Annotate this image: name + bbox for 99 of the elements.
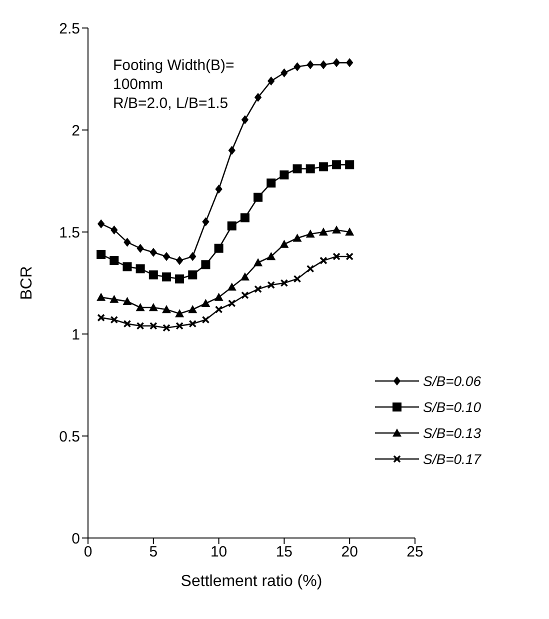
point bbox=[110, 225, 118, 234]
point bbox=[266, 252, 276, 260]
point bbox=[280, 240, 289, 248]
point bbox=[241, 115, 249, 124]
point bbox=[280, 279, 288, 287]
point bbox=[293, 275, 302, 283]
point bbox=[123, 320, 132, 328]
point bbox=[124, 238, 131, 247]
point bbox=[175, 274, 184, 284]
legend-label: S/B=0.10 bbox=[423, 399, 481, 415]
point bbox=[240, 213, 250, 222]
point bbox=[122, 296, 132, 305]
point bbox=[162, 272, 171, 282]
point bbox=[227, 221, 236, 230]
point bbox=[306, 230, 315, 238]
point bbox=[188, 320, 197, 328]
x-tick-label: 5 bbox=[149, 544, 158, 561]
legend-label: S/B=0.06 bbox=[423, 373, 481, 389]
annotation: Footing Width(B)= 100mm R/B=2.0, L/B=1.5 bbox=[113, 56, 234, 113]
point bbox=[162, 324, 170, 332]
point bbox=[150, 322, 158, 330]
point bbox=[188, 270, 198, 280]
point bbox=[175, 309, 184, 318]
y-tick-label: 2.5 bbox=[59, 20, 80, 38]
point bbox=[266, 178, 276, 188]
y-tick-label: 2 bbox=[72, 122, 80, 140]
point bbox=[280, 170, 289, 180]
point bbox=[345, 160, 354, 170]
point bbox=[148, 302, 158, 312]
point bbox=[280, 68, 288, 78]
point bbox=[240, 272, 250, 280]
point bbox=[318, 228, 328, 236]
legend-label: S/B=0.17 bbox=[423, 451, 481, 467]
point bbox=[345, 228, 354, 236]
point bbox=[346, 252, 354, 260]
point bbox=[332, 252, 340, 260]
point bbox=[294, 62, 301, 72]
point bbox=[254, 192, 263, 202]
point bbox=[136, 244, 144, 253]
point bbox=[332, 160, 342, 170]
point bbox=[254, 92, 262, 102]
point bbox=[162, 252, 170, 261]
x-axis-title: Settlement ratio (%) bbox=[180, 573, 322, 590]
point bbox=[150, 248, 157, 257]
point bbox=[215, 184, 222, 194]
point bbox=[268, 76, 275, 86]
point bbox=[254, 258, 263, 266]
legend-label: S/B=0.13 bbox=[423, 425, 481, 441]
point bbox=[202, 217, 210, 226]
point bbox=[292, 234, 302, 242]
point bbox=[136, 264, 145, 274]
point bbox=[306, 264, 314, 273]
point bbox=[202, 316, 210, 324]
point bbox=[320, 256, 328, 264]
point bbox=[320, 60, 328, 70]
x-tick-label: 15 bbox=[276, 544, 293, 561]
y-tick-label: 0.5 bbox=[59, 428, 80, 446]
point bbox=[267, 281, 276, 289]
point bbox=[241, 291, 249, 300]
point bbox=[97, 219, 105, 228]
point bbox=[214, 244, 224, 253]
point bbox=[332, 58, 340, 68]
point bbox=[189, 252, 196, 261]
point bbox=[228, 146, 236, 155]
x-tick-label: 0 bbox=[84, 544, 92, 561]
point bbox=[176, 256, 184, 266]
point bbox=[110, 316, 118, 324]
x-tick-label: 10 bbox=[210, 544, 228, 561]
point bbox=[122, 262, 132, 272]
point bbox=[176, 322, 184, 330]
point bbox=[148, 270, 158, 280]
y-tick-label: 0 bbox=[72, 530, 80, 548]
point bbox=[254, 285, 262, 294]
point bbox=[306, 60, 314, 70]
point bbox=[332, 225, 342, 234]
point bbox=[201, 260, 210, 270]
point bbox=[136, 302, 145, 312]
point bbox=[136, 322, 144, 330]
point bbox=[318, 162, 328, 172]
point bbox=[201, 298, 210, 307]
point bbox=[162, 305, 171, 314]
point bbox=[306, 164, 315, 174]
y-tick-label: 1 bbox=[72, 326, 80, 344]
point bbox=[188, 305, 198, 314]
point bbox=[292, 164, 302, 174]
point bbox=[96, 292, 106, 301]
x-tick-label: 25 bbox=[406, 544, 424, 561]
point bbox=[214, 292, 224, 301]
y-tick-label: 1.5 bbox=[59, 224, 80, 242]
point bbox=[346, 58, 354, 68]
point bbox=[97, 314, 105, 322]
point bbox=[96, 250, 106, 259]
point bbox=[214, 306, 223, 314]
point bbox=[228, 300, 236, 308]
y-axis-title: BCR bbox=[18, 266, 36, 300]
point bbox=[110, 256, 119, 266]
point bbox=[227, 282, 236, 291]
point bbox=[110, 294, 119, 303]
x-tick-label: 20 bbox=[341, 544, 358, 561]
